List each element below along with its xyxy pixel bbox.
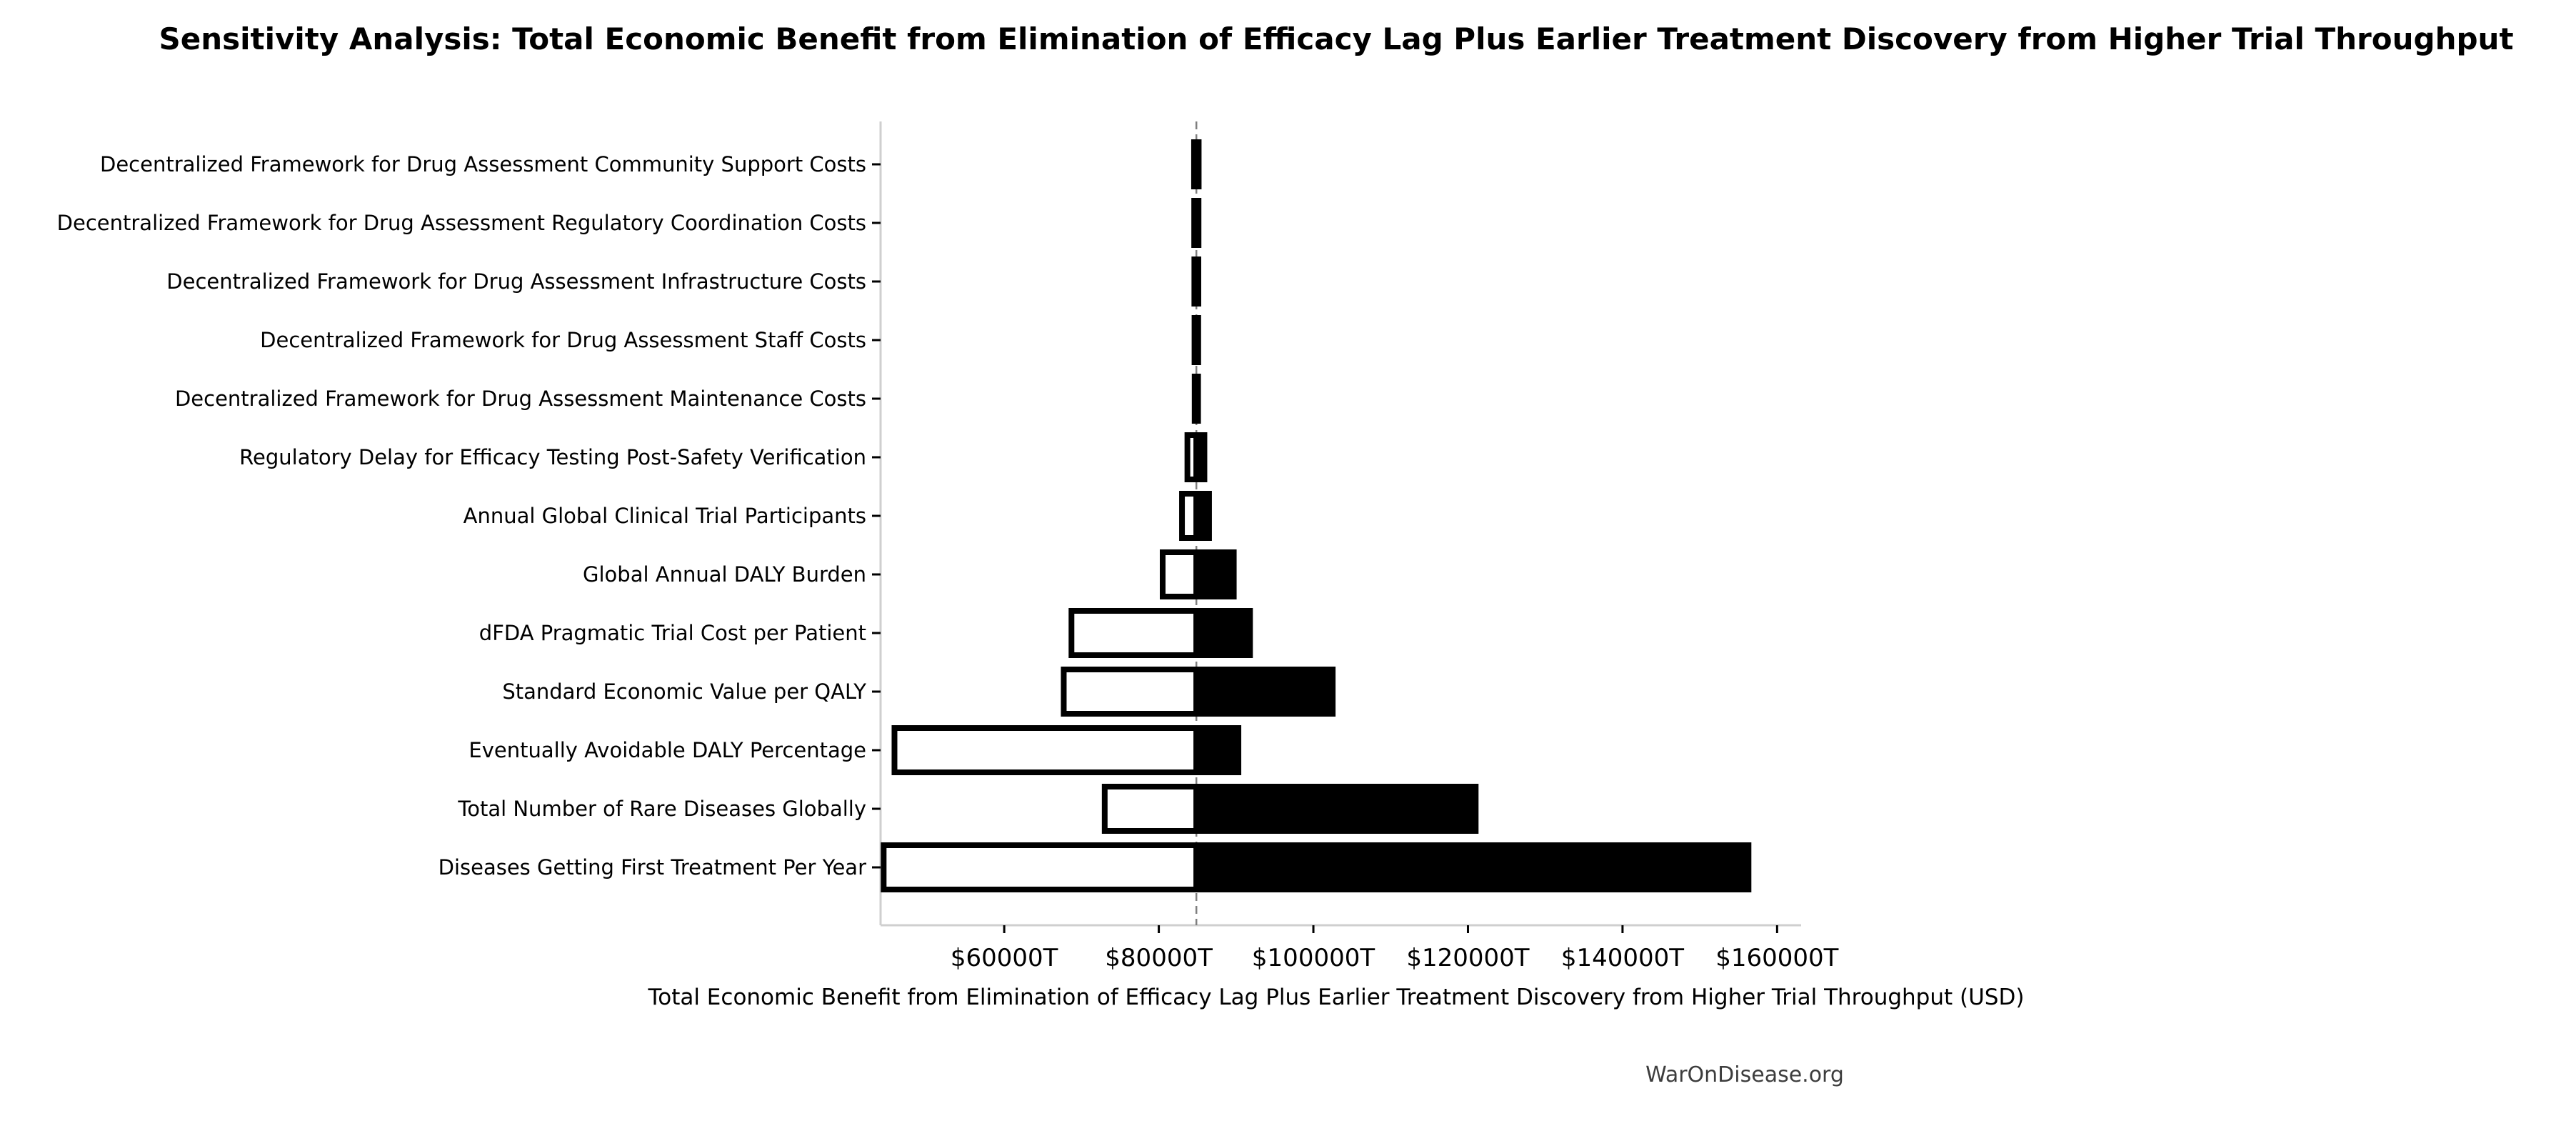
bar-low-segment: [1068, 608, 1200, 658]
chart-title: Sensitivity Analysis: Total Economic Ben…: [159, 21, 2514, 56]
y-axis-label: Standard Economic Value per QALY: [502, 679, 866, 704]
y-axis-label: Diseases Getting First Treatment Per Yea…: [438, 855, 866, 880]
bar-high-segment: [1193, 842, 1752, 892]
y-axis-label: Decentralized Framework for Drug Assessm…: [166, 269, 866, 294]
y-axis-label: Total Number of Rare Diseases Globally: [457, 797, 866, 821]
y-axis-label: dFDA Pragmatic Trial Cost per Patient: [479, 621, 866, 645]
y-axis-label: Decentralized Framework for Drug Assessm…: [100, 152, 866, 176]
bar-low-segment: [1160, 549, 1200, 599]
y-axis-label: Regulatory Delay for Efficacy Testing Po…: [239, 445, 866, 469]
bar-low-segment: [1101, 784, 1200, 834]
bar-high-segment: [1193, 608, 1253, 658]
x-tick-label: $140000T: [1561, 944, 1684, 972]
bar-low-segment: [891, 725, 1200, 775]
x-tick-label: $100000T: [1252, 944, 1375, 972]
x-axis-title: Total Economic Benefit from Elimination …: [648, 985, 2025, 1010]
x-tick-label: $160000T: [1715, 944, 1838, 972]
y-axis-label: Eventually Avoidable DALY Percentage: [468, 738, 866, 762]
bar-high-segment: [1193, 784, 1479, 834]
bar-low-segment: [881, 842, 1200, 892]
watermark-text: WarOnDisease.org: [1645, 1062, 1844, 1087]
bar-low-segment: [1061, 667, 1200, 717]
y-axis-label: Decentralized Framework for Drug Assessm…: [260, 328, 866, 352]
y-axis-label: Decentralized Framework for Drug Assessm…: [57, 211, 866, 235]
bar-high-segment: [1193, 667, 1336, 717]
bar-high-segment: [1193, 432, 1208, 482]
x-tick-label: $120000T: [1406, 944, 1529, 972]
y-axis-label: Global Annual DALY Burden: [583, 562, 866, 587]
bar-high-segment: [1193, 139, 1202, 189]
bar-high-segment: [1193, 315, 1201, 365]
x-tick-label: $80000T: [1105, 944, 1213, 972]
y-axis-label: Annual Global Clinical Trial Participant…: [463, 504, 866, 528]
x-tick-label: $60000T: [951, 944, 1058, 972]
bar-high-segment: [1193, 256, 1202, 307]
y-axis-label: Decentralized Framework for Drug Assessm…: [175, 387, 866, 411]
bar-high-segment: [1193, 198, 1202, 248]
bar-high-segment: [1193, 374, 1201, 424]
bar-high-segment: [1193, 491, 1212, 541]
bar-high-segment: [1193, 549, 1237, 599]
bar-high-segment: [1193, 725, 1242, 775]
